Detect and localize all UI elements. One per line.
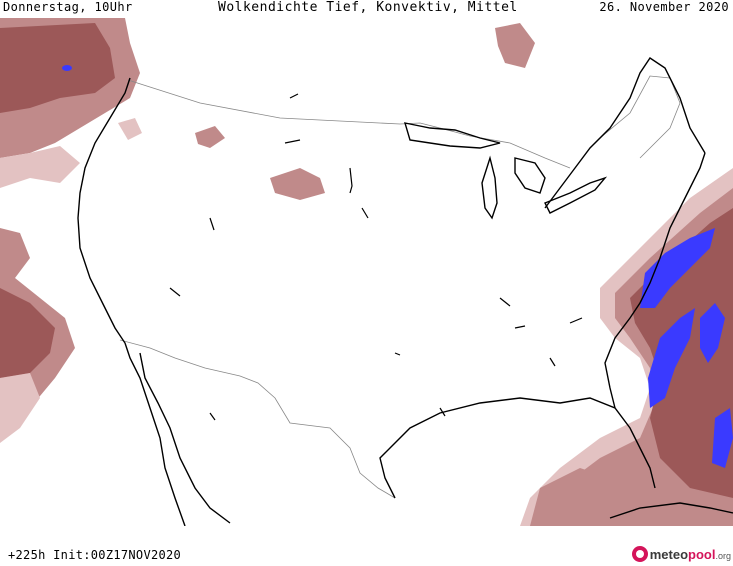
cloud-area-pacific-dense — [0, 288, 55, 378]
coastlines — [77, 57, 733, 526]
cloud-area-northwest-dense — [0, 23, 115, 113]
lake-outline — [514, 325, 526, 329]
lake-erie-ontario — [544, 176, 608, 214]
logo-text-main: meteo — [649, 546, 689, 562]
cloud-core-atlantic-4 — [712, 408, 733, 468]
lake-outline — [169, 287, 181, 297]
lake-outline — [439, 407, 446, 417]
cloud-area-pacific-light — [0, 373, 40, 443]
lake-superior — [404, 122, 501, 149]
lake-outline — [209, 412, 216, 421]
meteopool-logo[interactable]: meteopool.org — [631, 544, 731, 564]
cloud-area-gulf — [530, 468, 620, 526]
lake-outline — [349, 167, 353, 194]
cloud-cover-layer — [0, 18, 733, 526]
map-footer: +225h Init:00Z17NOV2020 meteopool.org — [0, 526, 733, 566]
map-title: Wolkendichte Tief, Konvektiv, Mittel — [218, 0, 518, 15]
cloud-patch-montana — [195, 126, 225, 148]
lake-outline — [569, 317, 583, 324]
cloud-core-atlantic-1 — [640, 228, 715, 308]
baja-peninsula — [139, 352, 231, 524]
cloud-patch-idaho — [118, 118, 142, 140]
atlantic-coast — [604, 152, 706, 409]
lake-huron — [514, 157, 546, 194]
gulf-of-maine — [544, 57, 706, 209]
forecast-day-label: Donnerstag, 10Uhr — [3, 0, 133, 14]
lake-outline — [549, 357, 556, 367]
cloud-core-atlantic-2 — [648, 308, 695, 408]
meteopool-logo-icon — [631, 546, 648, 562]
us-mexico-border — [119, 339, 396, 499]
lake-michigan — [481, 155, 498, 220]
cloud-patch-canada — [495, 23, 535, 68]
model-run-label: +225h Init:00Z17NOV2020 — [8, 548, 182, 562]
lake-outline — [209, 217, 215, 231]
map-header: Donnerstag, 10Uhr Wolkendichte Tief, Kon… — [0, 0, 733, 18]
gulf-coast — [379, 397, 656, 499]
weather-map — [0, 18, 733, 526]
cloud-core-northwest — [62, 65, 72, 71]
lake-outline — [499, 297, 511, 307]
cuba-coast — [609, 502, 733, 519]
pacific-coastline — [77, 77, 186, 526]
forecast-date-label: 26. November 2020 — [599, 0, 729, 14]
lake-outline — [289, 93, 299, 99]
us-canada-border-east — [599, 75, 681, 159]
cloud-patch-rockies — [270, 168, 325, 200]
lake-outline — [284, 139, 301, 144]
small-waterbodies — [169, 93, 583, 421]
cloud-area-northwest-light — [0, 146, 80, 188]
lake-outline — [394, 352, 401, 356]
logo-text-accent: pool — [688, 546, 716, 562]
logo-text-suffix: .org — [715, 550, 731, 561]
lake-outline — [361, 207, 369, 219]
us-canada-border — [127, 79, 571, 169]
meteopool-logo-text: meteopool.org — [650, 547, 731, 562]
cloud-core-atlantic-3 — [700, 303, 725, 363]
